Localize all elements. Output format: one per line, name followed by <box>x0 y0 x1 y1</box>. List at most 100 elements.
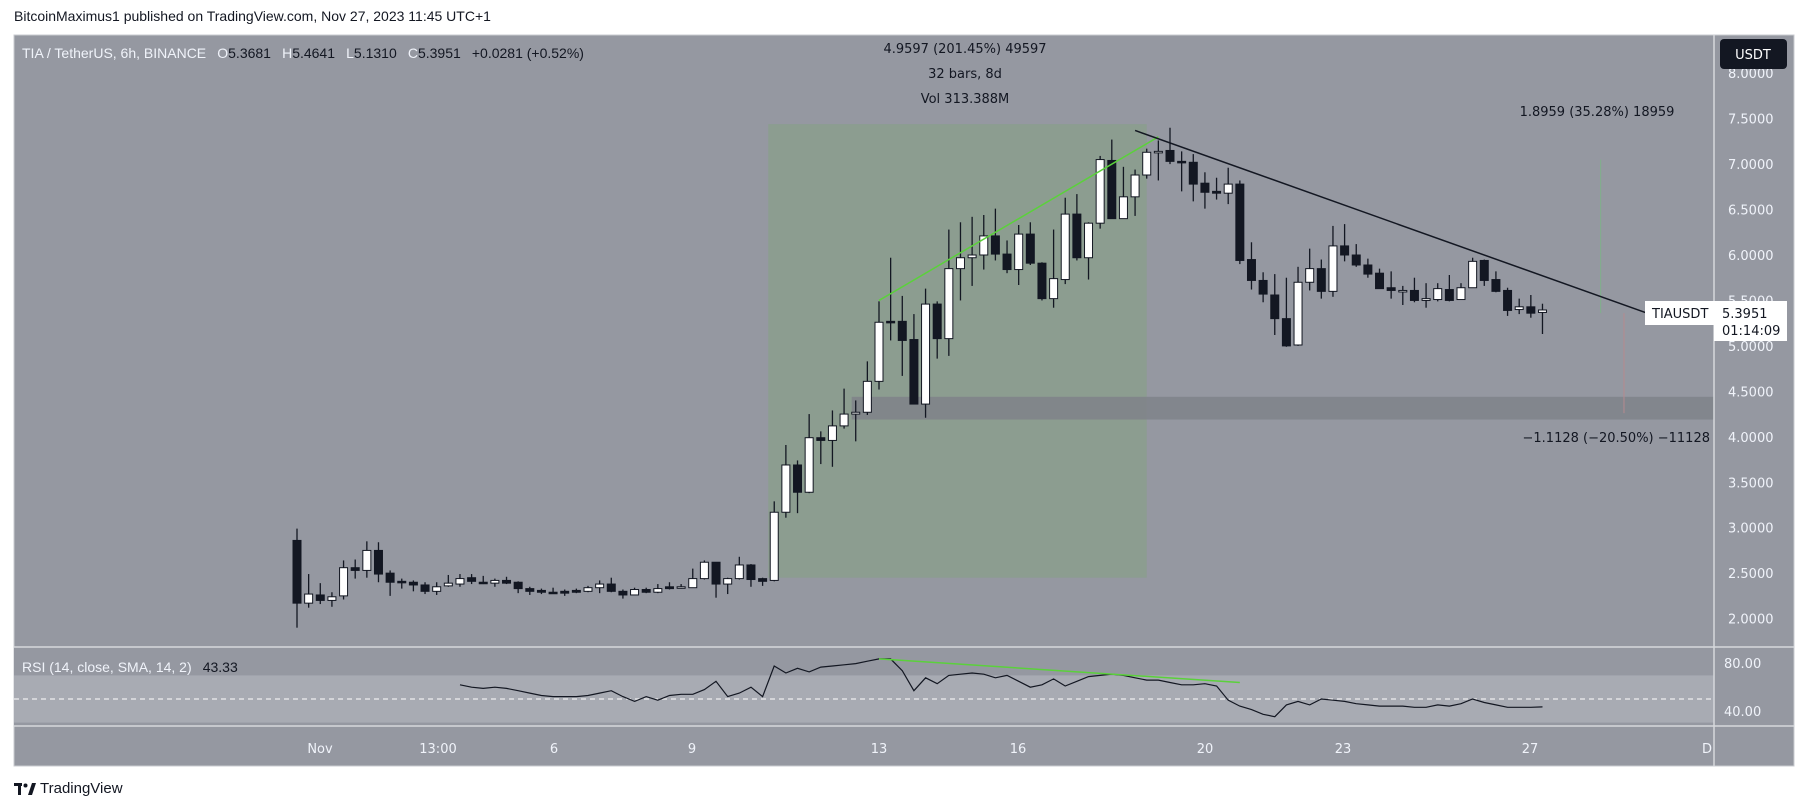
rsi-value: 43.33 <box>203 659 238 675</box>
candle-body <box>1328 245 1338 292</box>
candle-body <box>362 549 372 571</box>
candle <box>1526 294 1536 318</box>
candle <box>664 582 674 590</box>
candle-body <box>420 584 430 592</box>
candle-body <box>874 321 884 382</box>
candle <box>1118 166 1128 220</box>
candle <box>362 541 372 578</box>
price-tick: 2.0000 <box>1728 613 1774 628</box>
low-label: L <box>346 45 354 61</box>
candle-body <box>862 380 872 413</box>
candle-body <box>955 257 965 270</box>
candle-body <box>1281 318 1291 347</box>
candle-body <box>1375 272 1385 290</box>
rsi-line <box>459 658 1543 718</box>
time-tick: 13 <box>871 742 888 757</box>
candle <box>304 574 314 608</box>
rsi-tick: 40.00 <box>1724 705 1761 720</box>
rsi-label[interactable]: RSI (14, close, SMA, 14, 2) <box>22 659 192 675</box>
candle-body <box>304 593 314 604</box>
candle <box>1316 259 1326 299</box>
candle <box>711 561 721 598</box>
candle-body <box>1503 289 1513 311</box>
publish-header: BitcoinMaximus1 published on TradingView… <box>14 8 491 24</box>
candle-body <box>1188 161 1198 185</box>
candle <box>1002 240 1012 274</box>
candle-body <box>408 581 418 586</box>
time-tick: 6 <box>550 742 558 757</box>
currency-button[interactable]: USDT <box>1720 39 1787 69</box>
candle-body <box>1363 264 1373 275</box>
candle <box>1281 277 1291 347</box>
candle <box>1456 283 1466 301</box>
candle <box>1503 287 1513 316</box>
measure-range-box[interactable] <box>768 124 1147 578</box>
support-zone[interactable] <box>851 396 1714 420</box>
symbol-name[interactable]: TIA / TetherUS, 6h, BINANCE <box>22 45 206 61</box>
candle <box>1258 272 1268 303</box>
price-tick: 2.5000 <box>1728 567 1774 582</box>
trendlines-layer[interactable] <box>878 129 1648 314</box>
candle <box>653 584 663 594</box>
time-axis[interactable]: Nov 13:00 6 9 13 16 20 23 27 D <box>307 742 1712 757</box>
candle <box>432 582 442 595</box>
candle-body <box>1223 183 1233 194</box>
symbol-legend[interactable]: TIA / TetherUS, 6h, BINANCE O5.3681 H5.4… <box>22 43 584 62</box>
candle-body <box>525 588 535 592</box>
bar-countdown: 01:14:09 <box>1722 324 1780 339</box>
tradingview-logo[interactable]: TradingView <box>14 780 123 797</box>
candle <box>467 574 477 585</box>
candle <box>1235 180 1245 265</box>
measure-layer <box>768 124 1147 578</box>
candle <box>909 314 919 405</box>
rsi-legend[interactable]: RSI (14, close, SMA, 14, 2) 43.33 <box>22 657 238 676</box>
candle-body <box>1246 259 1256 281</box>
candle <box>1305 248 1315 291</box>
candle-body <box>851 411 861 415</box>
candle-body <box>339 567 349 597</box>
price-axis[interactable]: 8.00007.50007.00006.50006.00005.50005.00… <box>1728 67 1774 627</box>
price-uptrend-line[interactable] <box>878 136 1159 302</box>
price-tick: 7.5000 <box>1728 113 1774 128</box>
candle <box>1037 262 1047 301</box>
candle <box>1479 259 1489 286</box>
price-tick: 4.5000 <box>1728 385 1774 400</box>
candle <box>571 588 581 594</box>
candle <box>490 578 500 587</box>
candle-body <box>1258 279 1268 295</box>
candle-body <box>513 581 523 590</box>
candle-body <box>560 590 570 594</box>
price-tick: 7.0000 <box>1728 158 1774 173</box>
currency-button-label[interactable]: USDT <box>1735 48 1771 63</box>
high-value: 5.4641 <box>292 45 335 61</box>
candle-body <box>1153 150 1163 154</box>
measure-change-label: 4.9597 (201.45%) 49597 <box>883 42 1046 57</box>
candle-body <box>839 413 849 427</box>
candle <box>1130 169 1140 216</box>
candle-body <box>1537 309 1547 313</box>
candle-body <box>1177 160 1187 164</box>
candle-body <box>1398 289 1408 293</box>
tradingview-logo-icon <box>14 782 36 795</box>
candle <box>699 560 709 580</box>
candle-body <box>1340 245 1350 256</box>
candle-body <box>827 425 837 441</box>
candle <box>385 570 395 596</box>
descending-resistance-line[interactable] <box>1134 129 1648 314</box>
candle <box>746 564 756 587</box>
candle-body <box>804 437 814 493</box>
candle-body <box>1002 253 1012 271</box>
candle-body <box>571 589 581 593</box>
candle-body <box>1479 259 1489 281</box>
candle <box>1293 266 1303 346</box>
price-tick: 3.0000 <box>1728 522 1774 537</box>
footer-brand: TradingView <box>40 780 123 797</box>
rsi-divergence-line[interactable] <box>878 658 1240 684</box>
candle <box>1514 298 1524 315</box>
candle <box>955 222 965 301</box>
time-tick: D <box>1702 742 1712 757</box>
rsi-layer <box>459 658 1543 718</box>
candle <box>804 414 814 494</box>
candle <box>1200 172 1210 209</box>
